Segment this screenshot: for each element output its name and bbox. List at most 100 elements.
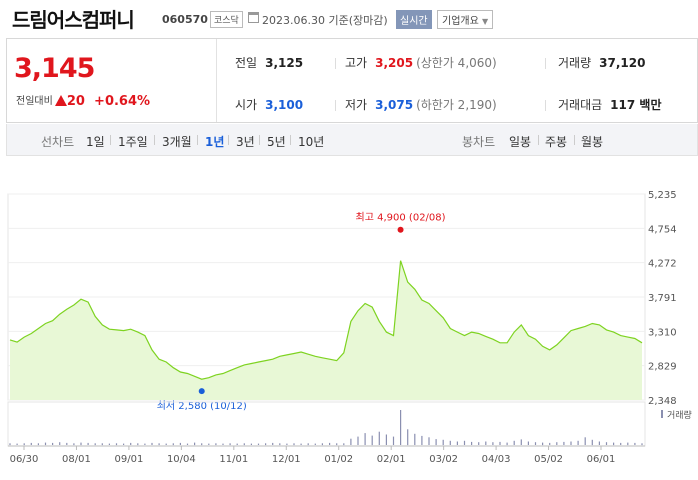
x-tick-label: 03/02 — [429, 454, 458, 465]
volume-bar — [627, 442, 629, 446]
calendar-icon — [248, 12, 259, 23]
volume-legend-swatch — [661, 410, 663, 418]
market-badge: 코스닥 — [210, 11, 243, 28]
tab-divider — [228, 135, 229, 145]
tab-period-10y[interactable]: 10년 — [298, 135, 325, 149]
volume-bar — [414, 433, 416, 445]
volume-bar — [527, 441, 529, 445]
line-chart-title: 선차트 — [41, 135, 75, 149]
current-price: 3,145 — [14, 53, 95, 84]
tab-period-1y[interactable]: 1년 — [205, 135, 225, 149]
volume-bar — [463, 440, 466, 445]
y-tick-label: 2,348 — [648, 396, 677, 407]
tab-period-5y[interactable]: 5년 — [267, 135, 286, 149]
volume-bar — [556, 442, 558, 445]
summary-divider — [216, 39, 217, 122]
tab-period-3y[interactable]: 3년 — [236, 135, 255, 149]
tab-candle-monthly[interactable]: 월봉 — [581, 135, 604, 149]
y-tick-label: 4,272 — [648, 259, 677, 270]
volume-bar — [563, 441, 565, 445]
open-label: 시가 — [235, 98, 258, 112]
tab-divider — [197, 135, 198, 145]
company-name: 드림어스컴퍼니 — [12, 8, 135, 32]
low-label: 저가 — [345, 98, 368, 112]
period-selector: 선차트 1일 1주일 3개월 1년 3년 5년 10년 봉차트 일봉 주봉 월봉 — [6, 124, 698, 156]
volume-bar — [577, 440, 579, 445]
chevron-down-icon: ▼ — [482, 17, 489, 26]
x-tick-label: 04/03 — [482, 454, 511, 465]
volume-bar — [179, 442, 181, 445]
volume-bar — [257, 443, 260, 445]
y-tick-label: 3,310 — [648, 327, 677, 338]
x-tick-label: 12/01 — [272, 454, 301, 465]
volume-bar — [343, 443, 345, 446]
realtime-button[interactable]: 실시간 — [396, 10, 432, 29]
volume-bar — [613, 442, 615, 446]
volume-bar — [44, 442, 47, 446]
volume-bar — [30, 442, 32, 445]
company-info-button[interactable]: 기업개요 ▼ — [437, 10, 494, 29]
cell-divider — [335, 100, 336, 111]
volume-bar — [300, 443, 302, 445]
y-tick-label: 2,829 — [648, 362, 677, 373]
max-point — [397, 226, 404, 233]
volume-bar — [329, 442, 331, 445]
x-axis: 06/30 08/01 09/01 10/04 11/01 12/01 01/02 02/01… — [10, 446, 616, 465]
volume-bar — [542, 442, 544, 446]
volume-bar — [584, 437, 586, 445]
volume-bar — [279, 443, 281, 446]
volume-bar — [385, 434, 387, 445]
volume-bar — [37, 443, 39, 446]
volume-bar — [534, 442, 537, 445]
volume-bar — [272, 442, 274, 445]
high-value: 3,205 — [375, 56, 414, 70]
min-point — [198, 388, 205, 395]
volume-bar — [250, 443, 252, 445]
volume-bar — [478, 442, 480, 445]
tab-period-3m[interactable]: 3개월 — [162, 135, 192, 149]
volume-bar — [229, 443, 231, 446]
volume-bars — [9, 410, 643, 446]
volume-bar — [108, 443, 110, 445]
volume-bar — [243, 443, 245, 446]
volume-bar — [80, 442, 82, 446]
price-change: 전일대비 20 +0.64% — [16, 92, 150, 109]
volume-bar — [485, 441, 487, 445]
tab-divider — [259, 135, 260, 145]
volume-bar — [16, 443, 18, 445]
volume-bar — [371, 435, 373, 446]
tab-period-1w[interactable]: 1주일 — [118, 135, 148, 149]
volume-bar — [293, 443, 295, 446]
x-tick-label: 06/01 — [587, 454, 616, 465]
volume-bar — [137, 443, 139, 446]
volume-bar — [307, 443, 309, 446]
x-tick-label: 01/02 — [324, 454, 353, 465]
volume-bar — [591, 439, 593, 446]
stock-code: 060570 — [162, 13, 208, 26]
x-tick-label: 10/04 — [167, 454, 196, 465]
volume-bar — [641, 443, 643, 446]
volume-bar — [73, 443, 75, 446]
tab-candle-daily[interactable]: 일봉 — [509, 135, 532, 149]
volume-bar — [435, 439, 437, 446]
stock-price-chart: 5,235 4,754 4,272 3,791 3,310 2,829 2,348 최고 4… — [7, 190, 692, 465]
cell-divider — [545, 58, 546, 69]
tab-divider — [574, 135, 575, 145]
open-value: 3,100 — [265, 98, 304, 112]
tab-candle-weekly[interactable]: 주봉 — [545, 135, 568, 149]
volume-bar — [336, 443, 338, 446]
volume-bar — [208, 443, 210, 445]
volume-bar — [321, 443, 323, 446]
turnover: 거래대금 117 백만 — [558, 96, 661, 113]
volume-bar — [506, 442, 508, 446]
y-tick-label: 4,754 — [648, 224, 677, 235]
change-percent: +0.64% — [94, 94, 151, 109]
volume-bar — [421, 435, 423, 445]
cell-divider — [545, 100, 546, 111]
turnover-value: 117 백만 — [610, 98, 662, 112]
low-value: 3,075 — [375, 98, 414, 112]
volume-bar — [471, 441, 473, 445]
volume-bar — [52, 442, 54, 445]
tab-period-1d[interactable]: 1일 — [86, 135, 105, 149]
volume-bar — [186, 443, 189, 445]
